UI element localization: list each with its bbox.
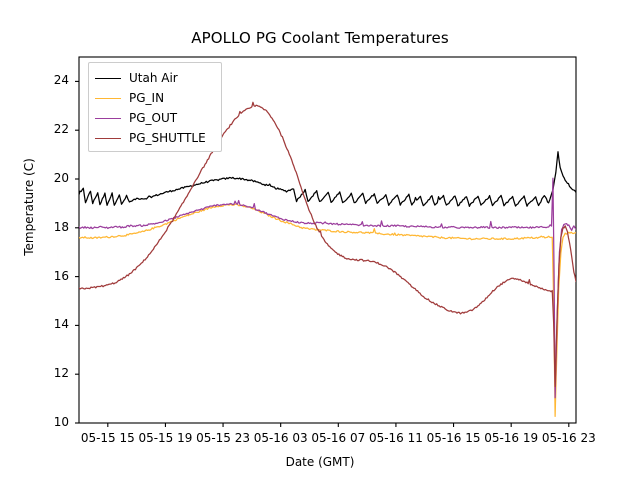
series-line-pg-in [79,203,576,417]
y-tick-label: 24 [53,73,69,88]
x-tick-label: 05-16 11 [368,431,423,445]
plot-frame [78,56,577,424]
legend-item-label: PG_IN [129,91,165,105]
x-tick-label: 05-16 15 [426,431,481,445]
x-tick-label: 05-15 19 [138,431,193,445]
legend-line-swatch [95,97,121,99]
x-tick-label: 05-15 15 [80,431,135,445]
x-tick-label: 05-16 03 [253,431,308,445]
x-axis-label: Date (GMT) [285,455,355,469]
chart-legend: Utah Air PG_IN PG_OUT PG_SHUTTLE [88,62,222,152]
y-tick-label: 10 [53,415,69,429]
chart-title: APOLLO PG Coolant Temperatures [191,29,449,47]
legend-line-swatch [95,137,121,139]
series-line-pg-shuttle [79,101,576,388]
series-line-pg-out [79,177,576,399]
legend-item[interactable]: Utah Air [95,68,215,88]
legend-item[interactable]: PG_OUT [95,108,215,128]
x-tick-label: 05-16 19 [484,431,539,445]
series-line-utah-air [79,151,576,207]
legend-item-label: Utah Air [129,71,178,85]
legend-line-swatch [95,77,121,79]
y-tick-label: 14 [53,317,69,332]
series-group [79,101,576,417]
legend-line-swatch [95,117,121,119]
y-tick-label: 22 [53,122,69,137]
y-tick-label: 18 [53,219,69,234]
legend-item-label: PG_OUT [129,111,178,125]
x-tick-label: 05-15 23 [196,431,251,445]
y-tick-label: 16 [53,268,69,283]
legend-item[interactable]: PG_SHUTTLE [95,128,215,148]
legend-item[interactable]: PG_IN [95,88,215,108]
legend-item-label: PG_SHUTTLE [129,131,206,145]
y-tick-label: 12 [53,366,69,381]
x-tick-label: 05-16 23 [541,431,596,445]
x-tick-label: 05-16 07 [311,431,366,445]
y-tick-label: 20 [53,171,69,185]
